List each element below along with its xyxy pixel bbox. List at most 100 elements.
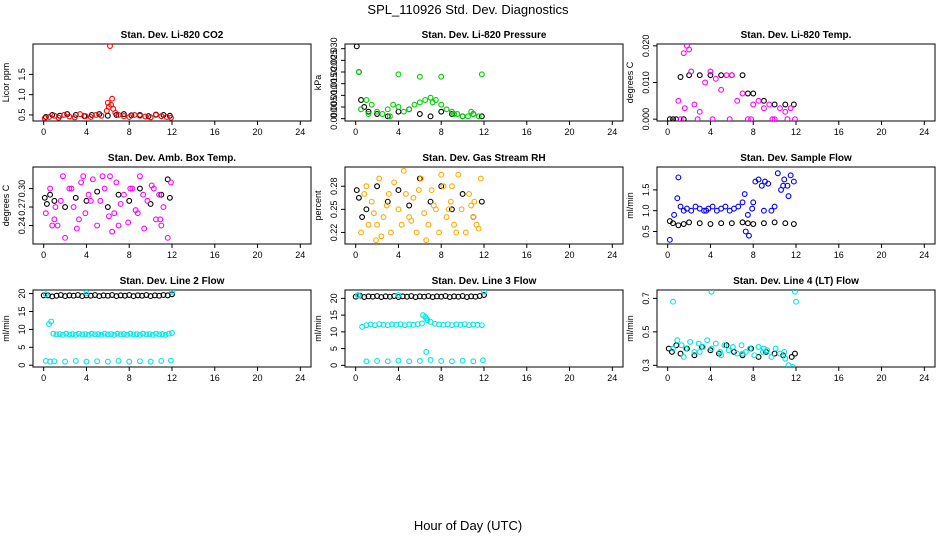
data-point — [696, 348, 703, 355]
x-tick-label: 12 — [479, 373, 489, 383]
series-reference — [666, 72, 797, 121]
data-point — [728, 72, 735, 79]
series-reference — [666, 218, 797, 229]
data-point — [691, 348, 698, 355]
plot-frame — [344, 289, 624, 368]
series-measured — [354, 290, 487, 365]
x-tick-label: 24 — [607, 373, 617, 383]
plot-frame — [32, 43, 312, 122]
y-tick-label: 0.020 — [641, 35, 651, 58]
data-point — [70, 204, 77, 210]
data-point — [62, 358, 69, 365]
data-point — [104, 204, 111, 210]
data-point — [373, 237, 379, 244]
data-point — [458, 206, 465, 213]
chart-panel-7: Stan. Dev. Line 2 Flow ml/min 0 4 8 12 16 20 24 0… — [1, 276, 312, 383]
data-point — [368, 101, 375, 108]
x-tick-label: 8 — [751, 250, 756, 260]
data-point — [115, 111, 122, 118]
data-point — [169, 291, 175, 298]
data-point — [750, 199, 757, 206]
x-tick-label: 0 — [41, 373, 46, 383]
data-point — [700, 343, 706, 350]
y-tick-label: 0.5 — [641, 225, 651, 238]
data-point — [406, 106, 413, 113]
data-point — [149, 331, 156, 338]
chart-panel-5: Stan. Dev. Gas Stream RH percent 0 4 8 12 16 20… — [313, 153, 624, 260]
data-point — [355, 69, 362, 75]
y-tick-label: 0.3 — [641, 359, 651, 372]
data-point — [782, 355, 789, 362]
y-tick-label: 0.25 — [329, 201, 339, 219]
data-point — [51, 358, 58, 365]
y-tick-label: 1.0 — [17, 88, 27, 101]
x-tick-label: 12 — [167, 127, 177, 137]
x-tick-label: 20 — [877, 127, 887, 137]
data-point — [136, 331, 143, 338]
y-tick-label: 15 — [329, 310, 339, 320]
data-point — [51, 197, 58, 204]
data-point — [735, 203, 742, 210]
data-point — [427, 198, 434, 205]
x-tick-label: 20 — [565, 250, 575, 260]
y-axis-label: Licor ppm — [1, 63, 11, 103]
data-point — [440, 183, 447, 190]
data-point — [771, 219, 778, 226]
data-point — [781, 348, 788, 355]
data-point — [688, 207, 695, 214]
data-point — [51, 216, 58, 223]
data-point — [451, 111, 458, 117]
data-point — [395, 357, 402, 364]
data-point — [72, 331, 79, 338]
data-point — [734, 97, 741, 104]
plot-frame — [656, 166, 936, 245]
data-point — [400, 108, 407, 115]
data-point — [447, 198, 454, 205]
data-points — [666, 44, 798, 121]
data-point — [368, 198, 375, 205]
data-point — [438, 73, 445, 80]
data-point — [438, 171, 445, 178]
chart-panel-8: Stan. Dev. Line 3 Flow ml/min 0 4 8 12 16 20 24 0… — [313, 276, 624, 383]
data-point — [782, 108, 789, 115]
data-point — [358, 97, 364, 103]
x-tick-label: 0 — [665, 373, 670, 383]
data-point — [445, 206, 452, 213]
data-point — [478, 113, 485, 120]
data-point — [41, 194, 48, 201]
data-point — [793, 298, 799, 305]
data-point — [704, 337, 711, 344]
data-point — [708, 290, 715, 295]
x-tick-label: 12 — [479, 127, 489, 137]
data-point — [390, 101, 397, 108]
y-tick-label: 0.24 — [17, 217, 27, 235]
data-point — [169, 290, 175, 295]
y-tick-label: 10 — [17, 324, 27, 334]
data-point — [87, 113, 94, 120]
y-axis-label: degrees C — [625, 61, 635, 103]
data-point — [82, 210, 89, 217]
y-tick-label: 1.5 — [17, 68, 27, 81]
data-point — [771, 203, 778, 210]
data-point — [768, 354, 775, 360]
data-points — [352, 290, 487, 365]
data-point — [674, 337, 681, 344]
data-point — [695, 340, 702, 347]
data-point — [141, 225, 148, 232]
data-point — [57, 197, 64, 204]
chart-title: Stan. Dev. Gas Stream RH — [422, 153, 545, 164]
data-point — [398, 221, 405, 228]
chart-title: Stan. Dev. Line 4 (LT) Flow — [733, 276, 859, 287]
data-point — [678, 342, 685, 349]
data-point — [707, 221, 714, 227]
data-point — [422, 97, 429, 103]
data-point — [744, 220, 751, 227]
data-point — [709, 203, 716, 210]
chart-panel-6: Stan. Dev. Sample Flow ml/min 0 4 8 12 16 20 24 0… — [625, 153, 936, 260]
data-point — [791, 290, 798, 295]
data-point — [677, 74, 684, 80]
data-point — [69, 331, 76, 338]
data-point — [402, 191, 409, 197]
data-point — [455, 171, 462, 178]
data-point — [113, 179, 120, 186]
